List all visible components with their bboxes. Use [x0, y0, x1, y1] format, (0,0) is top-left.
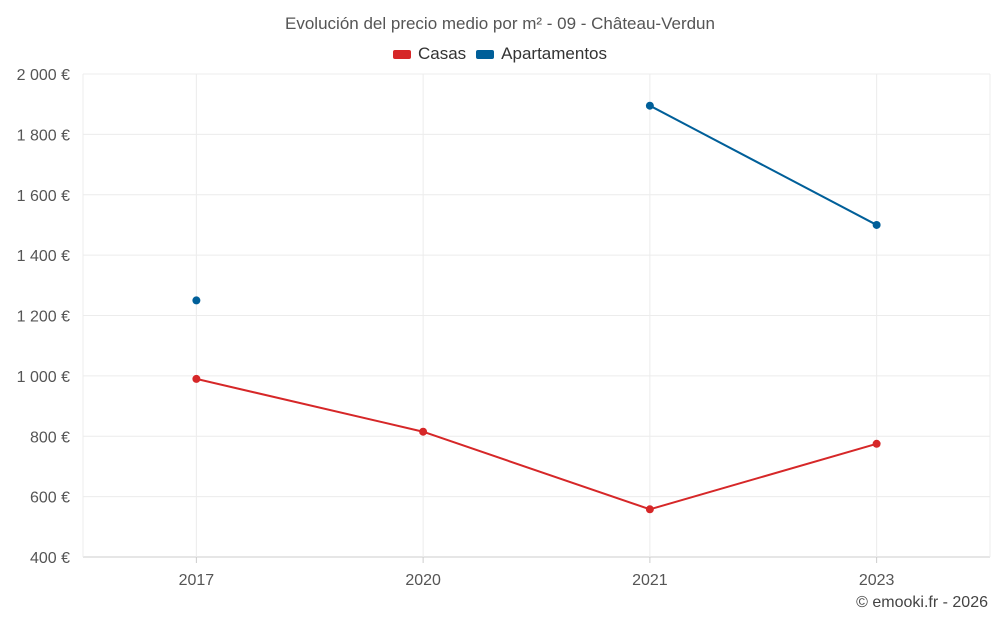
x-tick-label: 2021 — [632, 572, 668, 589]
data-point-casas — [192, 374, 201, 383]
data-point-casas — [872, 439, 881, 448]
y-tick-label: 600 € — [30, 490, 70, 507]
x-tick-label: 2023 — [859, 572, 895, 589]
data-point-apartamentos — [872, 220, 881, 229]
y-tick-label: 1 400 € — [17, 248, 70, 265]
legend-item-apartamentos[interactable]: Apartamentos — [476, 44, 607, 64]
legend: Casas Apartamentos — [0, 44, 1000, 64]
legend-label-apartamentos: Apartamentos — [501, 44, 608, 63]
series-line-apartamentos — [649, 104, 878, 226]
y-tick-label: 2 000 € — [17, 67, 70, 84]
credit: © emooki.fr - 2026 — [856, 594, 988, 611]
y-tick-label: 400 € — [30, 550, 70, 567]
legend-swatch-casas — [392, 49, 411, 59]
y-tick-label: 1 600 € — [17, 188, 70, 205]
data-point-apartamentos — [192, 296, 201, 305]
x-tick-label: 2020 — [405, 572, 441, 589]
data-point-apartamentos — [645, 101, 654, 110]
y-tick-label: 800 € — [30, 429, 70, 446]
legend-swatch-apartamentos — [476, 49, 495, 59]
data-point-casas — [645, 505, 654, 514]
legend-label-casas: Casas — [417, 44, 467, 63]
series-line-casas — [196, 377, 877, 511]
y-tick-label: 1 800 € — [17, 127, 70, 144]
legend-item-casas[interactable]: Casas — [392, 44, 467, 64]
chart-title: Evolución del precio medio por m² - 09 -… — [285, 14, 715, 33]
x-tick-label: 2017 — [179, 572, 215, 589]
y-tick-label: 1 200 € — [17, 309, 70, 326]
y-tick-label: 1 000 € — [17, 369, 70, 386]
data-point-casas — [419, 427, 428, 436]
